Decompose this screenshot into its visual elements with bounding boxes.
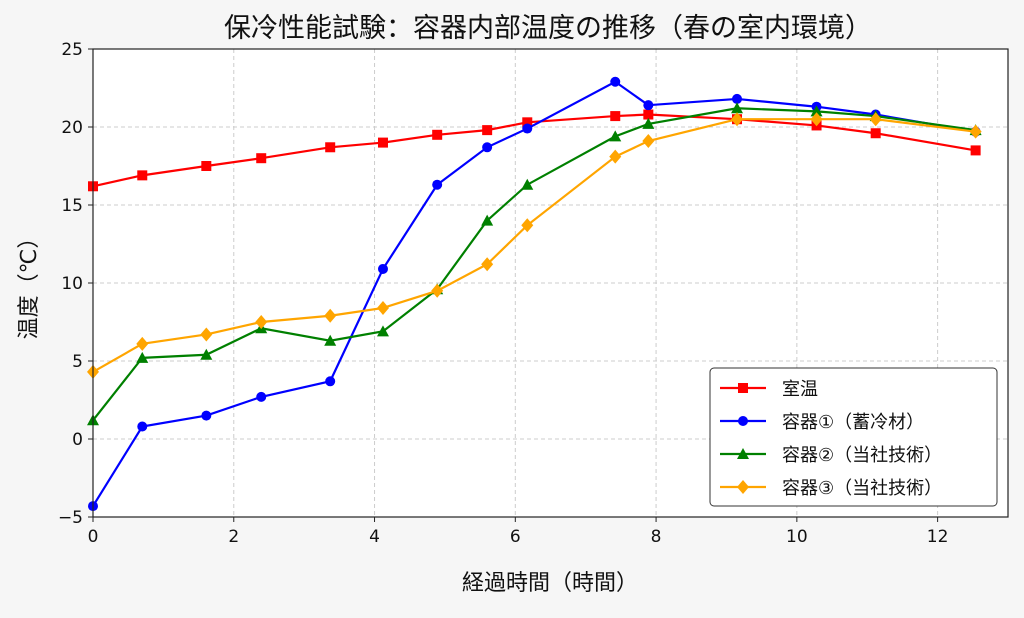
- data-point: [610, 111, 621, 122]
- x-tick-label: 4: [369, 527, 380, 547]
- data-point: [324, 308, 337, 323]
- data-point: [522, 123, 533, 134]
- data-point: [731, 102, 744, 114]
- data-point: [200, 348, 213, 360]
- data-point: [431, 283, 444, 298]
- data-point: [137, 170, 148, 181]
- legend-label: 容器①（蓄冷材）: [782, 412, 924, 433]
- y-axis-ticks: −5 0 5 10 15 20 25: [58, 40, 93, 528]
- data-point: [522, 117, 533, 128]
- data-point: [642, 117, 655, 129]
- data-point: [643, 100, 654, 111]
- y-tick-label: 5: [72, 352, 83, 372]
- data-point: [521, 218, 534, 233]
- y-axis-label: 温度（℃）: [17, 227, 42, 340]
- data-point: [481, 257, 494, 272]
- data-point: [432, 179, 443, 190]
- series-2: [88, 76, 981, 512]
- data-point: [325, 376, 336, 387]
- data-point: [324, 334, 337, 346]
- data-point: [609, 149, 622, 164]
- data-point: [810, 112, 823, 127]
- data-point: [609, 130, 622, 142]
- data-point: [969, 124, 982, 139]
- x-tick-label: 8: [651, 527, 662, 547]
- data-point: [376, 300, 389, 315]
- y-tick-label: 25: [61, 40, 83, 60]
- data-point: [256, 153, 267, 164]
- legend-marker: [738, 383, 748, 393]
- x-tick-label: 10: [786, 527, 808, 547]
- data-point: [377, 137, 388, 148]
- data-point: [432, 129, 443, 140]
- data-point: [521, 178, 534, 190]
- legend-item: 容器③（当社技術）: [720, 478, 942, 499]
- data-point: [255, 315, 268, 329]
- legend-item: 室温: [720, 379, 818, 400]
- x-axis-ticks: 0 2 4 6 8 10 12: [88, 517, 949, 547]
- plot-frame: [92, 48, 1009, 518]
- data-point: [201, 410, 212, 421]
- x-axis-label: 経過時間（時間）: [462, 571, 638, 596]
- data-point: [482, 125, 493, 136]
- data-point: [643, 109, 654, 120]
- x-tick-label: 2: [228, 527, 239, 547]
- data-point: [377, 263, 388, 274]
- data-point: [732, 93, 743, 104]
- data-point: [325, 142, 336, 153]
- data-point: [201, 161, 212, 171]
- legend-label: 室温: [782, 379, 818, 400]
- data-point: [642, 134, 655, 149]
- legend-marker: [737, 480, 749, 494]
- y-tick-label: 0: [72, 430, 83, 450]
- data-point: [482, 142, 493, 153]
- data-point: [610, 76, 621, 87]
- data-point: [481, 214, 494, 226]
- chart-title: 保冷性能試験：容器内部温度の推移（春の室内環境）: [224, 13, 872, 44]
- x-tick-label: 12: [927, 527, 949, 547]
- legend-box: [709, 367, 998, 507]
- legend-label: 容器②（当社技術）: [782, 445, 942, 466]
- data-point: [870, 128, 881, 139]
- data-point: [869, 112, 882, 127]
- data-point: [136, 336, 149, 351]
- data-point: [376, 325, 389, 337]
- legend-label: 容器③（当社技術）: [782, 478, 942, 499]
- x-tick-label: 0: [88, 527, 99, 547]
- data-point: [810, 105, 823, 117]
- legend-marker: [737, 448, 749, 459]
- data-point: [256, 391, 267, 402]
- y-tick-label: −5: [58, 508, 83, 528]
- data-point: [970, 145, 981, 156]
- legend-item: 容器①（蓄冷材）: [720, 412, 924, 433]
- data-point: [731, 112, 744, 127]
- data-point: [137, 421, 148, 432]
- data-point: [136, 351, 149, 363]
- data-point: [200, 327, 213, 342]
- y-tick-label: 15: [61, 196, 83, 216]
- y-tick-label: 10: [61, 274, 83, 294]
- y-tick-label: 20: [61, 118, 83, 138]
- legend-item: 容器②（当社技術）: [720, 445, 942, 466]
- x-tick-label: 6: [510, 527, 521, 547]
- legend-marker: [738, 416, 748, 426]
